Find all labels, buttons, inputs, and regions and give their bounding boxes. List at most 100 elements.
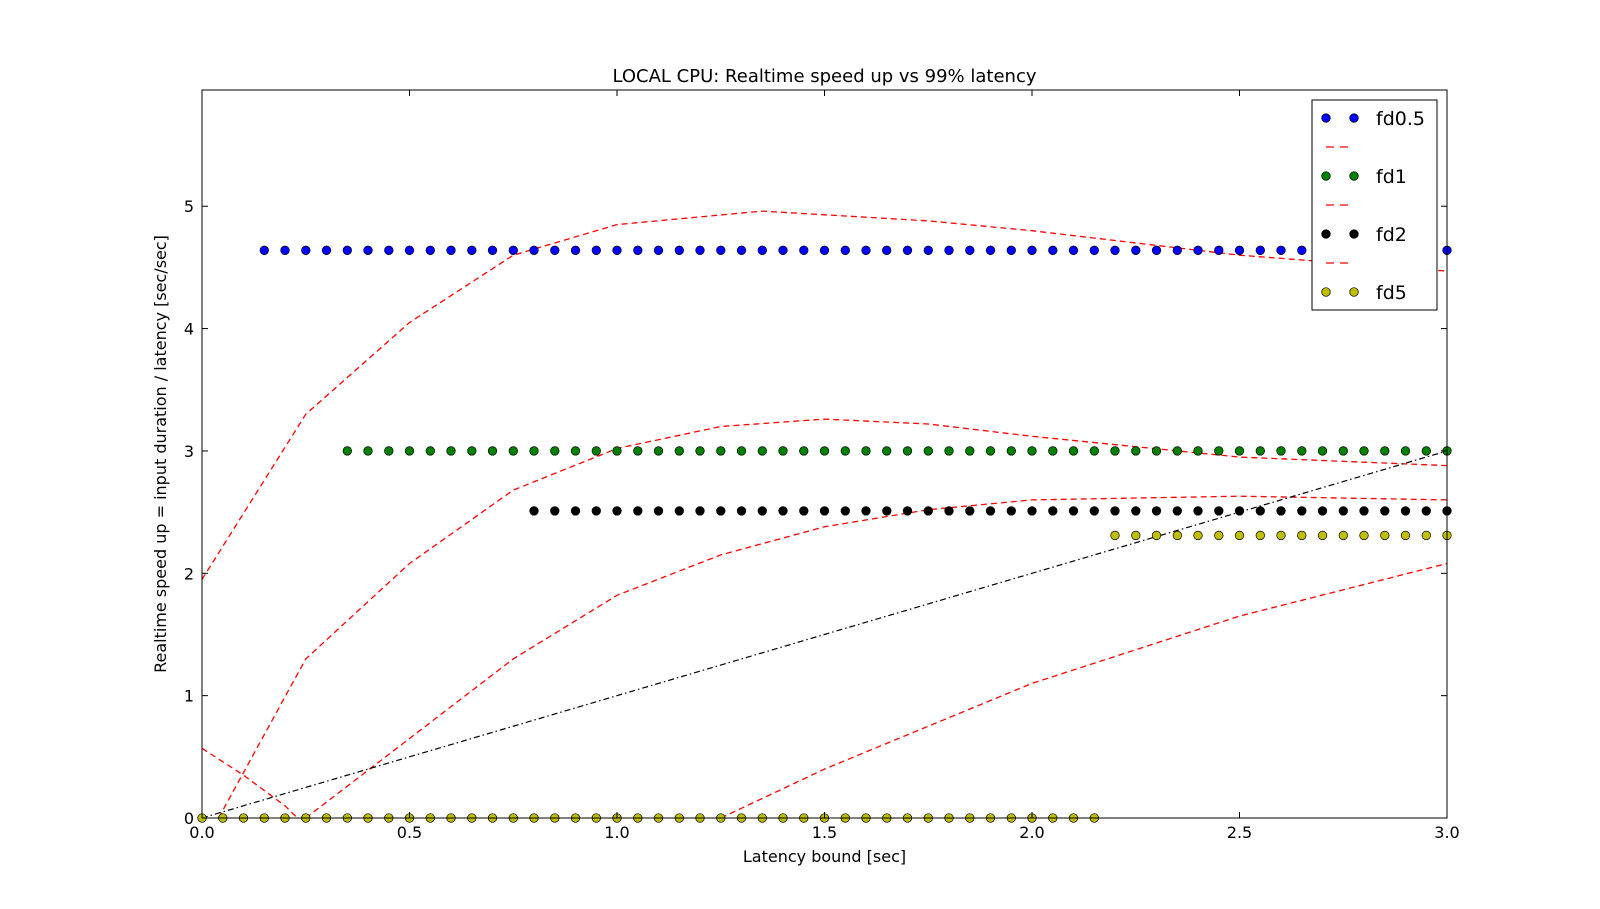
legend-marker (1321, 229, 1331, 239)
point-fd1 (1359, 446, 1369, 456)
point-fd0.5 (612, 245, 622, 255)
point-fd1 (716, 446, 726, 456)
point-fd5 (1317, 530, 1328, 541)
fit-curve (720, 562, 1448, 819)
point-fd0.5 (799, 245, 809, 255)
point-fd1 (778, 446, 788, 456)
point-fd2 (1193, 506, 1203, 516)
point-fd2 (757, 506, 767, 516)
axis-ticks: 0.0 0.5 1.0 1.5 2.0 2.5 3.0 0 1 2 3 4 5 (184, 90, 1460, 842)
point-fd0.5 (1151, 245, 1162, 255)
point-fd0.5 (944, 245, 954, 255)
point-fd2 (778, 506, 788, 516)
point-fd2 (1089, 506, 1099, 516)
point-fd1 (404, 446, 415, 456)
point-fd1 (1110, 446, 1120, 456)
reference-line (201, 450, 1448, 819)
legend-label: fd2 (1376, 224, 1407, 246)
x-axis-label: Latency bound [sec] (743, 847, 906, 866)
point-fd0.5 (1068, 245, 1079, 255)
point-fd1 (1048, 446, 1058, 456)
point-fd0.5 (404, 245, 415, 255)
point-fd0.5 (778, 245, 788, 255)
fit-curve (305, 495, 1448, 819)
point-fd5 (1338, 530, 1348, 541)
point-fd1 (342, 446, 352, 456)
point-fd1 (487, 446, 498, 456)
point-fd1 (882, 446, 892, 456)
point-fd2 (1255, 506, 1265, 516)
point-fd1 (902, 446, 913, 456)
point-fd1 (1193, 446, 1203, 456)
legend-label: fd1 (1376, 166, 1407, 188)
x-tick-label: 1.0 (604, 823, 629, 842)
point-fd0.5 (1255, 245, 1265, 255)
point-fd2 (799, 506, 809, 516)
fit-curve (218, 418, 1448, 819)
point-fd2 (1400, 506, 1411, 516)
point-fd2 (1380, 506, 1390, 516)
point-fd0.5 (1193, 245, 1203, 255)
point-fd0.5 (446, 245, 456, 255)
point-fd5 (1400, 530, 1411, 541)
point-fd2 (1297, 506, 1307, 516)
point-fd0.5 (550, 245, 560, 255)
point-fd0.5 (1234, 245, 1245, 255)
point-fd0.5 (923, 245, 933, 255)
point-fd1 (570, 446, 581, 456)
legend-label: fd5 (1376, 282, 1407, 304)
point-fd2 (1338, 506, 1348, 516)
y-tick-label: 1 (184, 687, 194, 706)
point-fd5 (1172, 530, 1182, 541)
point-fd2 (1110, 506, 1120, 516)
point-fd1 (944, 446, 954, 456)
point-fd1 (1131, 446, 1141, 456)
point-fd2 (1234, 506, 1245, 516)
point-fd5 (1193, 530, 1203, 541)
fit-curve (201, 210, 1448, 580)
legend-marker (1349, 229, 1359, 239)
point-fd2 (882, 506, 892, 516)
legend-marker (1321, 287, 1331, 297)
point-fd1 (736, 446, 747, 456)
point-fd1 (674, 446, 684, 456)
point-fd5 (1151, 530, 1162, 541)
point-fd2 (550, 506, 560, 516)
point-fd0.5 (695, 245, 705, 255)
point-fd2 (612, 506, 622, 516)
point-fd0.5 (840, 245, 850, 255)
point-fd1 (529, 446, 539, 456)
point-fd2 (1027, 506, 1037, 516)
point-fd2 (529, 506, 539, 516)
point-fd1 (653, 446, 664, 456)
point-fd2 (653, 506, 664, 516)
point-fd2 (944, 506, 954, 516)
point-fd1 (1214, 446, 1224, 456)
point-fd1 (425, 446, 435, 456)
data-points (197, 245, 1452, 823)
point-fd5 (1380, 530, 1390, 541)
point-fd0.5 (1089, 245, 1099, 255)
point-fd1 (799, 446, 809, 456)
point-fd2 (1151, 506, 1162, 516)
point-fd2 (819, 506, 830, 516)
point-fd0.5 (280, 245, 290, 255)
point-fd2 (840, 506, 850, 516)
y-tick-label: 3 (184, 442, 194, 461)
point-fd2 (1131, 506, 1141, 516)
point-fd0.5 (508, 245, 518, 255)
point-fd0.5 (1131, 245, 1141, 255)
point-fd0.5 (259, 245, 269, 255)
point-fd2 (985, 506, 996, 516)
legend-marker (1349, 113, 1359, 123)
point-fd0.5 (716, 245, 726, 255)
point-fd2 (902, 506, 913, 516)
point-fd2 (923, 506, 933, 516)
point-fd0.5 (591, 245, 601, 255)
x-tick-label: 0.5 (397, 823, 422, 842)
point-fd0.5 (321, 245, 332, 255)
point-fd2 (965, 506, 975, 516)
point-fd5 (1255, 530, 1265, 541)
